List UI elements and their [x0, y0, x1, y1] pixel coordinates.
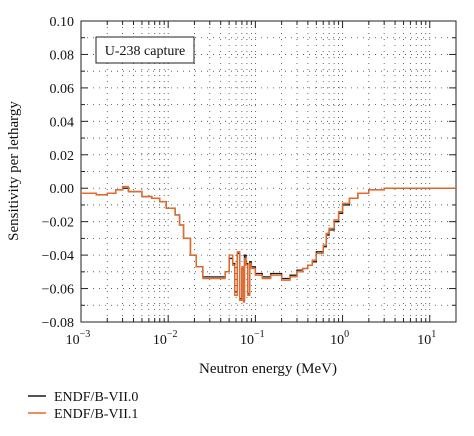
y-tick-label: 0.04 — [50, 115, 75, 130]
y-tick-label: −0.04 — [42, 249, 74, 264]
annotation-text: U-238 capture — [105, 44, 185, 59]
y-tick-label: 0.06 — [50, 82, 75, 97]
y-tick-label: −0.06 — [42, 283, 74, 298]
legend: ENDF/B-VII.0 ENDF/B-VII.1 — [28, 390, 138, 422]
x-axis-title: Neutron energy (MeV) — [199, 361, 337, 377]
y-tick-label: 0.08 — [50, 48, 75, 63]
axis-ticks — [80, 20, 457, 323]
annotation-box: U-238 capture — [95, 36, 195, 64]
grid-lines — [81, 21, 456, 322]
y-tick-label: 0.10 — [50, 15, 75, 30]
y-tick-label: 0.02 — [50, 149, 75, 164]
annotation-frame — [95, 36, 195, 64]
x-tick-label: 10−1 — [240, 329, 265, 348]
x-tick-label: 10−2 — [153, 329, 178, 348]
y-tick-labels: 0.10 0.08 0.06 0.04 0.02 0.00 −0.02 −0.04 −0.06 −… — [42, 15, 74, 331]
series-line-endf-b-vii-1 — [81, 185, 456, 303]
x-tick-label: 100 — [330, 329, 349, 348]
series-lines — [81, 185, 456, 303]
y-tick-label: −0.02 — [42, 216, 74, 231]
x-tick-label: 101 — [417, 329, 436, 348]
x-tick-label: 10−3 — [66, 329, 91, 348]
y-tick-label: −0.08 — [42, 316, 74, 331]
y-axis-title: Sensitivity per lethargy — [6, 101, 22, 241]
y-tick-label: 0.00 — [50, 182, 75, 197]
legend-label: ENDF/B-VII.0 — [54, 390, 138, 405]
legend-label: ENDF/B-VII.1 — [54, 407, 138, 422]
x-tick-labels: 10−3 10−2 10−1 100 101 — [66, 329, 437, 348]
